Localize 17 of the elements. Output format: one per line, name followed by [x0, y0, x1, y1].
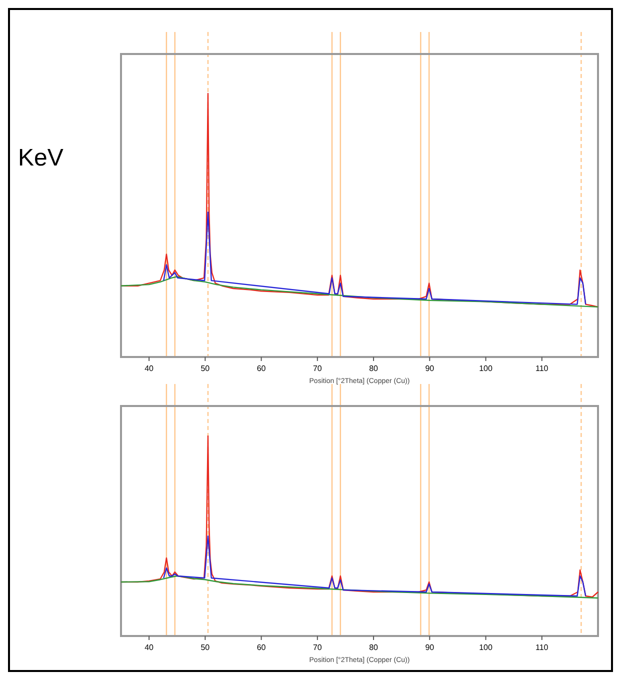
- x-tick-label: 110: [536, 643, 549, 652]
- x-tick-label: 110: [536, 364, 549, 373]
- x-tick-label: 90: [425, 643, 435, 652]
- x-tick-label: 80: [369, 643, 379, 652]
- x-tick-label: 50: [200, 364, 210, 373]
- x-tick-label: 60: [256, 364, 266, 373]
- x-tick-label: 70: [312, 364, 322, 373]
- x-tick-label: 40: [144, 364, 154, 373]
- x-tick-label: 90: [425, 364, 435, 373]
- x-tick-label: 50: [200, 643, 210, 652]
- x-tick-label: 100: [479, 364, 493, 373]
- x-tick-label: 80: [369, 364, 379, 373]
- x-tick-label: 100: [479, 643, 493, 652]
- x-tick-label: 60: [256, 643, 266, 652]
- y-axis-title: KeV: [18, 144, 64, 172]
- x-tick-label: 70: [312, 643, 322, 652]
- x-tick-label: 40: [144, 643, 154, 652]
